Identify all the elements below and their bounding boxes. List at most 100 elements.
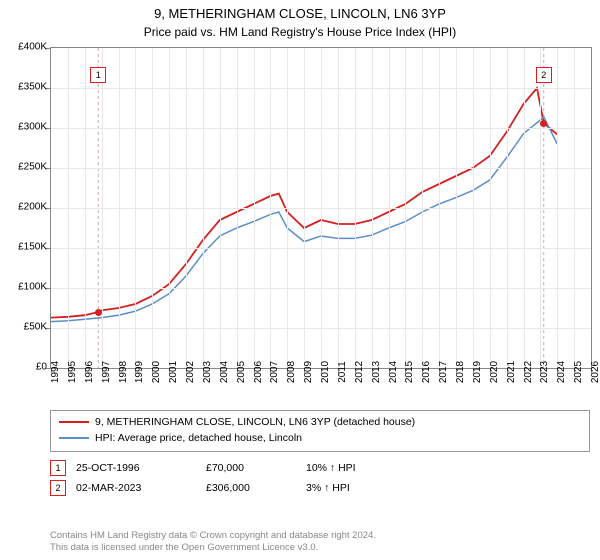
legend-section: 9, METHERINGHAM CLOSE, LINCOLN, LN6 3YP … [50, 410, 590, 498]
marker-dot-2 [540, 120, 547, 127]
gridline-v [507, 48, 508, 368]
x-axis-label: 2008 [286, 361, 297, 383]
x-axis-label: 2005 [236, 361, 247, 383]
x-axis-label: 2016 [421, 361, 432, 383]
x-axis-label: 1997 [101, 361, 112, 383]
x-axis-label: 2017 [438, 361, 449, 383]
event-price: £306,000 [206, 482, 306, 494]
gridline-v [152, 48, 153, 368]
x-axis-label: 2019 [472, 361, 483, 383]
event-badge: 2 [50, 480, 66, 496]
gridline-v [254, 48, 255, 368]
event-row-2: 2 02-MAR-2023£306,0003% ↑ HPI [50, 478, 590, 498]
chart-area: 12 £0£50K£100K£150K£200K£250K£300K£350K£… [0, 42, 600, 402]
x-axis-label: 2020 [489, 361, 500, 383]
gridline-v [321, 48, 322, 368]
gridline-v [574, 48, 575, 368]
gridline-v [372, 48, 373, 368]
gridline-v [456, 48, 457, 368]
x-axis-label: 2011 [337, 361, 348, 383]
footer-line-1: Contains HM Land Registry data © Crown c… [50, 530, 376, 542]
gridline-v [237, 48, 238, 368]
y-axis-label: £350K [18, 82, 47, 93]
x-axis-label: 2006 [253, 361, 264, 383]
x-axis-label: 2022 [523, 361, 534, 383]
gridline-v [68, 48, 69, 368]
x-axis-label: 2010 [320, 361, 331, 383]
x-axis-label: 1994 [50, 361, 61, 383]
x-axis-label: 2012 [354, 361, 365, 383]
gridline-v [119, 48, 120, 368]
event-pct: 10% ↑ HPI [306, 462, 396, 474]
x-axis-label: 2009 [303, 361, 314, 383]
legend-item-2: HPI: Average price, detached house, Linc… [59, 431, 581, 447]
gridline-v [405, 48, 406, 368]
marker-dot-1 [95, 309, 102, 316]
y-axis-label: £150K [18, 242, 47, 253]
x-axis-label: 2023 [539, 361, 550, 383]
legend-box: 9, METHERINGHAM CLOSE, LINCOLN, LN6 3YP … [50, 410, 590, 452]
x-axis-label: 2001 [168, 361, 179, 383]
event-date: 02-MAR-2023 [76, 482, 206, 494]
gridline-v [85, 48, 86, 368]
x-axis-label: 2000 [151, 361, 162, 383]
gridline-v [338, 48, 339, 368]
x-axis-label: 2003 [202, 361, 213, 383]
y-axis-label: £100K [18, 282, 47, 293]
gridline-v [439, 48, 440, 368]
x-axis-label: 1998 [118, 361, 129, 383]
marker-badge-1: 1 [90, 67, 106, 83]
x-axis-label: 2025 [573, 361, 584, 383]
chart-subtitle: Price paid vs. HM Land Registry's House … [0, 23, 600, 43]
x-axis-label: 2026 [590, 361, 600, 383]
footer-line-2: This data is licensed under the Open Gov… [50, 542, 376, 554]
x-axis-label: 2013 [371, 361, 382, 383]
event-badge: 1 [50, 460, 66, 476]
x-axis-label: 2015 [404, 361, 415, 383]
x-axis-label: 2014 [388, 361, 399, 383]
x-axis-label: 1999 [134, 361, 145, 383]
legend-swatch-1 [59, 421, 89, 423]
gridline-v [389, 48, 390, 368]
plot-area: 12 [50, 47, 592, 369]
gridline-v [270, 48, 271, 368]
legend-swatch-2 [59, 437, 89, 439]
gridline-v [473, 48, 474, 368]
y-axis-label: £400K [18, 42, 47, 53]
gridline-v [102, 48, 103, 368]
y-axis-label: £200K [18, 202, 47, 213]
footer-attribution: Contains HM Land Registry data © Crown c… [50, 530, 376, 554]
legend-label-2: HPI: Average price, detached house, Linc… [95, 432, 302, 444]
gridline-v [186, 48, 187, 368]
gridline-v [169, 48, 170, 368]
x-axis-label: 2024 [556, 361, 567, 383]
y-axis-label: £300K [18, 122, 47, 133]
event-pct: 3% ↑ HPI [306, 482, 396, 494]
event-price: £70,000 [206, 462, 306, 474]
x-axis-label: 2002 [185, 361, 196, 383]
legend-item-1: 9, METHERINGHAM CLOSE, LINCOLN, LN6 3YP … [59, 415, 581, 431]
y-axis-label: £50K [24, 322, 47, 333]
y-axis-label: £0 [36, 362, 47, 373]
y-axis-label: £250K [18, 162, 47, 173]
gridline-v [135, 48, 136, 368]
marker-badge-2: 2 [536, 67, 552, 83]
gridline-v [304, 48, 305, 368]
x-axis-label: 2004 [219, 361, 230, 383]
legend-label-1: 9, METHERINGHAM CLOSE, LINCOLN, LN6 3YP … [95, 416, 415, 428]
gridline-v [220, 48, 221, 368]
chart-title: 9, METHERINGHAM CLOSE, LINCOLN, LN6 3YP [0, 0, 600, 23]
gridline-v [490, 48, 491, 368]
event-date: 25-OCT-1996 [76, 462, 206, 474]
gridline-v [203, 48, 204, 368]
gridline-v [524, 48, 525, 368]
event-row-1: 1 25-OCT-1996£70,00010% ↑ HPI [50, 458, 590, 478]
gridline-v [355, 48, 356, 368]
x-axis-label: 1995 [67, 361, 78, 383]
x-axis-label: 2021 [506, 361, 517, 383]
x-axis-label: 2007 [269, 361, 280, 383]
gridline-v [557, 48, 558, 368]
gridline-v [422, 48, 423, 368]
gridline-v [287, 48, 288, 368]
gridline-v [540, 48, 541, 368]
